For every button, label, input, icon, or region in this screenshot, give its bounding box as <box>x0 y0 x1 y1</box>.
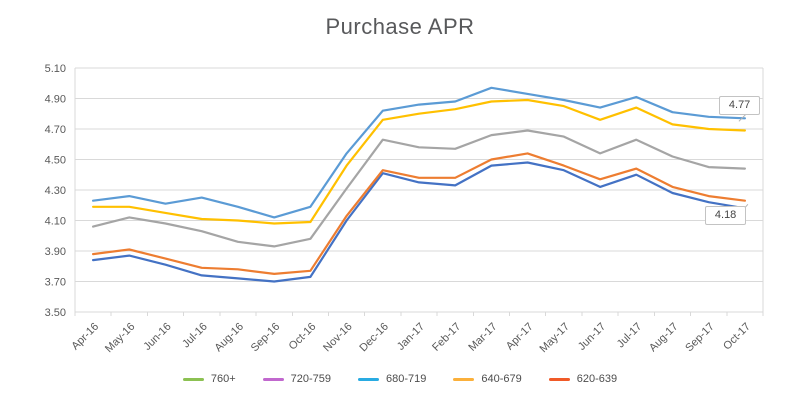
x-axis-label: Jul-16 <box>180 321 210 351</box>
legend-item-760plus[interactable]: 760+ <box>182 373 236 385</box>
x-axis-label: Jun-16 <box>141 321 173 353</box>
series-line-620-639 <box>91 86 747 219</box>
y-axis-label: 4.70 <box>45 124 66 136</box>
legend-label: 640-679 <box>481 373 522 385</box>
y-axis-label: 3.50 <box>45 307 66 319</box>
y-axis-label: 4.30 <box>45 185 66 197</box>
legend-label: 760+ <box>210 373 236 385</box>
x-axis-label: Nov-16 <box>321 321 355 355</box>
x-axis-label: Mar-17 <box>466 321 499 354</box>
series-line-680-719 <box>91 129 747 248</box>
x-axis-label: May-17 <box>538 321 572 355</box>
y-axis-label: 4.10 <box>45 216 66 228</box>
x-axis-label: Oct-16 <box>287 321 319 353</box>
callout-620-639-oct17: 4.77 <box>718 96 761 116</box>
legend-label: 620-639 <box>576 373 618 385</box>
legend-swatch-icon <box>548 377 570 381</box>
legend-item-720-759[interactable]: 720-759 <box>262 373 332 385</box>
series-line-640-679 <box>91 98 747 225</box>
x-axis-label: Aug-16 <box>212 321 246 355</box>
x-axis-label: Jul-17 <box>615 321 645 351</box>
x-axis-label: Apr-16 <box>69 321 101 353</box>
x-axis-label: Aug-17 <box>647 321 681 355</box>
legend-label: 680-719 <box>386 373 427 385</box>
x-axis-label: Jan-17 <box>395 321 427 353</box>
y-axis-label: 4.50 <box>45 155 66 167</box>
x-axis-label: Apr-17 <box>504 321 536 353</box>
callout-760plus-oct17: 4.18 <box>704 206 747 226</box>
legend-swatch-icon <box>262 377 284 381</box>
legend-swatch-icon <box>358 377 380 381</box>
x-axis-label: Oct-17 <box>721 321 753 353</box>
y-axis-label: 4.90 <box>45 94 66 106</box>
legend-item-640-679[interactable]: 640-679 <box>453 373 522 385</box>
y-axis-label: 3.90 <box>45 246 66 258</box>
x-axis-label: Feb-17 <box>430 321 463 354</box>
legend-item-620-639[interactable]: 620-639 <box>548 373 618 385</box>
legend-item-680-719[interactable]: 680-719 <box>358 373 426 385</box>
legend-swatch-icon <box>182 377 204 381</box>
series-line-760plus <box>91 161 747 283</box>
chart-title: Purchase APR <box>325 14 475 39</box>
x-axis-label: Sep-16 <box>249 321 283 355</box>
legend: 760+ 720-759 680-719 640-679 620-639 <box>0 369 800 389</box>
x-axis-label: Dec-16 <box>357 321 391 355</box>
x-axis-label: Jun-17 <box>576 321 608 353</box>
x-axis-label: May-16 <box>103 321 137 355</box>
y-axis-label: 5.10 <box>45 63 66 75</box>
y-axis-label: 3.70 <box>45 277 66 289</box>
legend-label: 720-759 <box>290 373 332 385</box>
x-axis-label: Sep-17 <box>683 321 717 355</box>
series-line-720-759 <box>91 152 747 275</box>
legend-swatch-icon <box>453 377 475 381</box>
